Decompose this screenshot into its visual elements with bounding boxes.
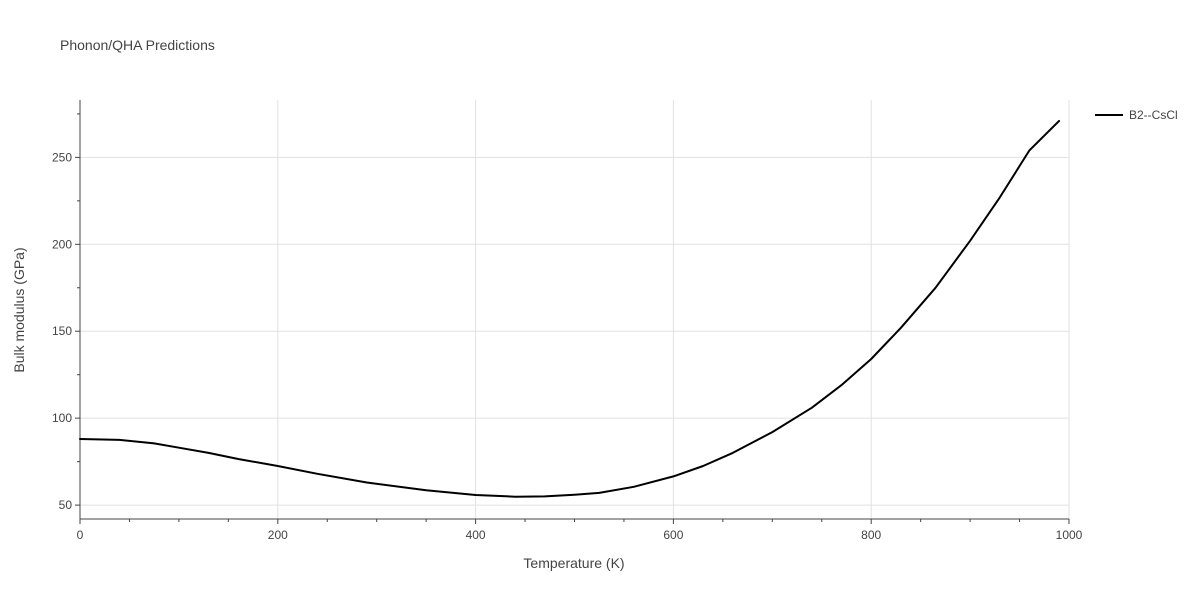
y-tick-label: 50 <box>59 498 73 512</box>
x-tick-label: 400 <box>466 528 486 542</box>
y-tick-label: 250 <box>52 150 72 164</box>
legend[interactable]: B2--CsCl <box>1095 108 1178 122</box>
y-tick-label: 150 <box>52 324 72 338</box>
x-tick-label: 600 <box>663 528 683 542</box>
axis-layer: 0 200 400 600 800 1000 50 100 150 200 250 <box>52 100 1083 542</box>
x-tick-label: 1000 <box>1056 528 1083 542</box>
y-axis-title: Bulk modulus (GPa) <box>11 247 27 372</box>
chart-title: Phonon/QHA Predictions <box>60 37 215 53</box>
grid-layer <box>80 100 1070 519</box>
legend-label-b2-cscl: B2--CsCl <box>1129 108 1178 122</box>
x-tick-label: 0 <box>77 528 84 542</box>
y-tick-label: 200 <box>52 237 72 251</box>
x-tick-label: 200 <box>268 528 288 542</box>
series-line-b2-cscl <box>79 119 1061 498</box>
series-layer <box>79 119 1061 498</box>
x-tick-label: 800 <box>861 528 881 542</box>
y-tick-label: 100 <box>52 411 72 425</box>
x-axis-title: Temperature (K) <box>523 555 624 571</box>
